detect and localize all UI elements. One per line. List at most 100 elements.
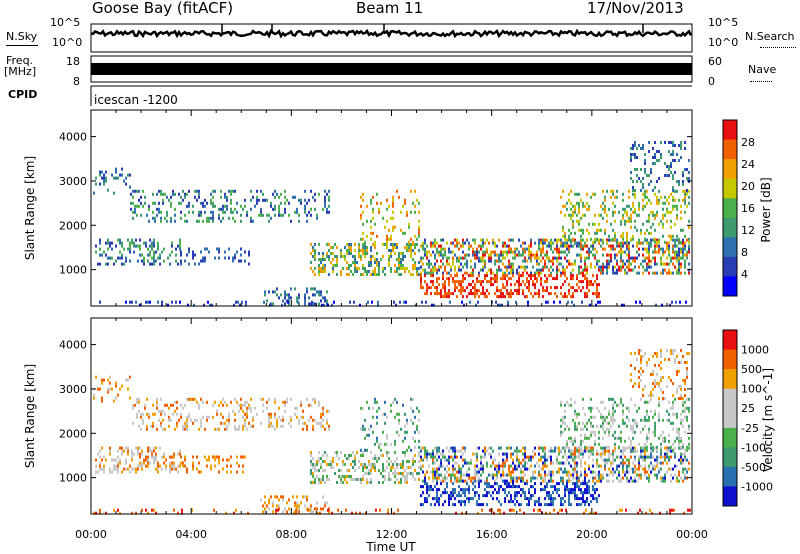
echo-cell — [562, 283, 564, 287]
echo-cell — [560, 241, 562, 245]
echo-cell — [576, 274, 578, 278]
echo-cell — [644, 400, 646, 404]
echo-cell — [568, 250, 570, 254]
echo-cell — [614, 446, 616, 450]
echo-cell — [680, 141, 682, 144]
echo-cell — [428, 476, 430, 480]
echo-cell — [462, 295, 464, 299]
echo-cell — [438, 268, 440, 272]
echo-cell — [604, 195, 606, 199]
echo-cell — [186, 470, 188, 474]
echo-cell — [648, 216, 650, 220]
echo-cell — [672, 141, 674, 144]
echo-cell — [678, 473, 680, 477]
echo-cell — [542, 464, 544, 468]
echo-cell — [630, 156, 632, 159]
echo-cell — [159, 446, 161, 450]
echo-cell — [608, 433, 610, 437]
echo-cell — [188, 247, 190, 251]
echo-cell — [506, 479, 508, 483]
echo-cell — [438, 250, 440, 254]
echo-cell — [270, 495, 272, 499]
echo-cell — [432, 283, 434, 287]
echo-cell — [220, 195, 222, 199]
echo-cell — [320, 424, 322, 428]
echo-cell — [171, 241, 173, 245]
echo-cell — [514, 476, 516, 480]
echo-cell — [157, 244, 159, 248]
echo-cell — [596, 289, 598, 293]
echo-cell — [156, 427, 158, 431]
echo-cell — [392, 228, 394, 232]
echo-cell — [456, 271, 458, 275]
echo-cell — [300, 201, 302, 205]
echo-cell — [446, 446, 448, 450]
echo-cell — [510, 292, 512, 296]
echo-cell — [496, 491, 498, 495]
echo-cell — [596, 452, 598, 456]
echo-cell — [318, 258, 320, 261]
echo-cell — [242, 424, 244, 428]
echo-cell — [480, 268, 482, 272]
echo-cell — [558, 247, 560, 251]
echo-cell — [616, 403, 618, 407]
echo-cell — [101, 467, 103, 471]
echo-cell — [386, 240, 388, 244]
echo-cell — [394, 475, 396, 478]
echo-cell — [628, 445, 630, 449]
echo-cell — [488, 280, 490, 284]
echo-cell — [294, 195, 296, 199]
echo-cell — [238, 464, 240, 468]
echo-cell — [612, 461, 614, 465]
echo-cell — [448, 271, 450, 275]
echo-cell — [438, 464, 440, 468]
echo-cell — [121, 446, 123, 450]
echo-cell — [656, 461, 658, 465]
echo-cell — [512, 256, 514, 260]
echo-cell — [674, 241, 676, 245]
echo-cell — [426, 283, 428, 287]
echo-cell — [144, 403, 146, 407]
echo-cell — [678, 247, 680, 251]
echo-cell — [450, 268, 452, 272]
echo-cell — [248, 262, 250, 266]
echo-cell — [242, 427, 244, 431]
echo-cell — [516, 500, 518, 504]
echo-cell — [544, 238, 546, 242]
echo-cell — [676, 213, 678, 217]
echo-cell — [510, 455, 512, 459]
echo-cell — [590, 406, 592, 410]
echo-cell — [510, 295, 512, 299]
echo-cell — [442, 238, 444, 242]
echo-cell — [442, 286, 444, 290]
echo-cell — [390, 466, 392, 469]
echo-cell — [430, 241, 432, 245]
echo-cell — [684, 234, 686, 238]
echo-cell — [550, 494, 552, 498]
echo-cell — [484, 250, 486, 254]
echo-cell — [316, 469, 318, 472]
echo-cell — [556, 265, 558, 269]
echo-cell — [449, 300, 451, 304]
echo-cell — [436, 458, 438, 462]
echo-cell — [648, 476, 650, 480]
echo-cell — [314, 418, 316, 422]
echo-cell — [560, 430, 562, 434]
echo-cell — [672, 234, 674, 238]
echo-cell — [574, 476, 576, 480]
echo-cell — [662, 213, 664, 217]
echo-cell — [688, 436, 690, 440]
echo-cell — [512, 292, 514, 296]
echo-cell — [162, 192, 164, 196]
echo-cell — [245, 300, 247, 304]
echo-cell — [682, 183, 684, 186]
echo-cell — [596, 488, 598, 492]
echo-cell — [620, 461, 622, 465]
echo-cell — [660, 355, 662, 358]
echo-cell — [672, 198, 674, 202]
echo-cell — [686, 418, 688, 422]
echo-cell — [564, 271, 566, 275]
echo-cell — [630, 262, 632, 266]
echo-cell — [322, 507, 324, 511]
echo-cell — [560, 497, 562, 501]
